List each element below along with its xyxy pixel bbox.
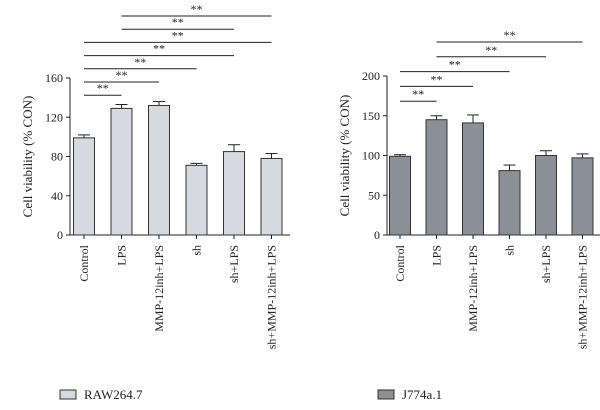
- significance-label: **: [172, 15, 184, 29]
- legend-swatch: [59, 389, 77, 400]
- y-tick-label: 50: [368, 188, 380, 202]
- bar-sh+MMP-12inh+LPS: [571, 157, 594, 236]
- y-tick-label: 160: [45, 71, 63, 85]
- x-tick-label: sh+LPS: [227, 245, 241, 283]
- bar-LPS: [425, 119, 448, 236]
- bar-Control: [389, 155, 411, 236]
- chart-panel-2: 0 50 100 150 200 Cell viability (% CON) Contro…: [337, 28, 600, 402]
- y-tick-label: 0: [57, 228, 63, 242]
- bar-sh: [498, 170, 521, 236]
- legend-swatch: [377, 389, 395, 400]
- x-tick-label: sh: [190, 245, 204, 256]
- significance-label: **: [485, 43, 497, 57]
- bar-MMP-12inh+LPS: [148, 104, 170, 236]
- significance-label: **: [412, 87, 424, 101]
- y-tick-label: 200: [362, 69, 380, 83]
- x-tick-label: sh+LPS: [539, 245, 553, 283]
- significance-label: **: [134, 55, 146, 69]
- legend-label: J774a.1: [402, 387, 442, 402]
- y-axis-label: Cell viability (% CON): [337, 95, 352, 217]
- x-tick-label: sh+MMP-12inh+LPS: [576, 245, 590, 349]
- significance-label: **: [116, 68, 128, 82]
- bar-sh+LPS: [535, 155, 557, 236]
- x-tick-label: LPS: [430, 245, 444, 266]
- significance-label: **: [431, 72, 443, 86]
- legend-label: RAW264.7: [84, 387, 143, 402]
- bar-sh: [185, 164, 208, 236]
- bar-MMP-12inh+LPS: [462, 122, 484, 236]
- significance-label: **: [97, 81, 109, 95]
- significance-label: **: [172, 28, 184, 42]
- y-tick-label: 120: [45, 110, 63, 124]
- significance-label: **: [504, 28, 516, 42]
- x-tick-label: sh+MMP-12inh+LPS: [265, 245, 279, 349]
- x-tick-label: LPS: [115, 245, 129, 266]
- y-tick-label: 150: [362, 109, 380, 123]
- x-tick-label: Control: [393, 244, 407, 281]
- chart-panel-1: 0 40 80 120 160 Cell viability (% CON) Control…: [20, 2, 290, 402]
- bar-Control: [73, 137, 95, 236]
- y-tick-label: 80: [51, 150, 63, 164]
- x-tick-label: Control: [77, 244, 91, 281]
- bar-sh+LPS: [223, 151, 245, 236]
- significance-label: **: [191, 2, 203, 16]
- significance-label: **: [449, 58, 461, 72]
- y-tick-label: 100: [362, 149, 380, 163]
- x-tick-label: MMP-12inh+LPS: [152, 245, 166, 332]
- x-tick-label: sh: [503, 245, 517, 256]
- bar-sh+MMP-12inh+LPS: [260, 157, 283, 236]
- y-tick-label: 0: [374, 228, 380, 242]
- y-axis-label: Cell viability (% CON): [20, 96, 35, 218]
- y-tick-label: 40: [51, 189, 63, 203]
- bar-LPS: [110, 107, 133, 236]
- x-tick-label: MMP-12inh+LPS: [466, 245, 480, 332]
- significance-label: **: [153, 42, 165, 56]
